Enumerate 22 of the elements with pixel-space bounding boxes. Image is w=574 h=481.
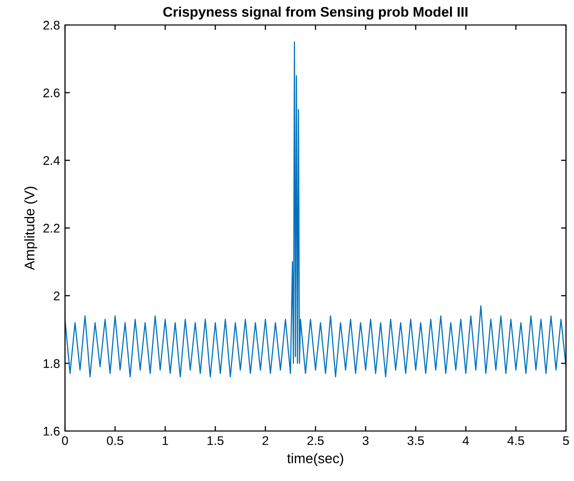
x-tick-label: 0 (62, 436, 68, 446)
y-tick-label: 1.6 (44, 426, 60, 436)
x-tick-label: 3 (362, 436, 369, 446)
x-tick-label: 1.5 (208, 436, 224, 446)
x-tick-label: 5 (563, 436, 569, 446)
y-tick-label: 2.6 (43, 88, 60, 98)
x-tick-label: 2 (262, 436, 268, 445)
y-tick-label: 1.8 (44, 359, 60, 368)
y-tick-label: 2.4 (43, 156, 60, 165)
y-tick-label: 2.2 (43, 224, 60, 233)
x-axis-title: time(sec) (287, 453, 344, 466)
x-tick-label: 3.5 (407, 436, 424, 446)
x-tick-label: 1 (162, 436, 168, 445)
chart-title: Crispyness signal from Sensing prob Model III (163, 6, 468, 20)
x-tick-label: 4.5 (508, 436, 524, 446)
y-tick-label: 2.8 (43, 20, 60, 30)
x-tick-label: 0.5 (106, 436, 124, 446)
x-tick-label: 2.5 (307, 436, 324, 446)
line-series (65, 41, 566, 378)
y-tick-label: 2 (54, 291, 60, 300)
x-tick-label: 4 (462, 436, 469, 445)
y-axis-title: Amplitude (V) (24, 186, 38, 270)
